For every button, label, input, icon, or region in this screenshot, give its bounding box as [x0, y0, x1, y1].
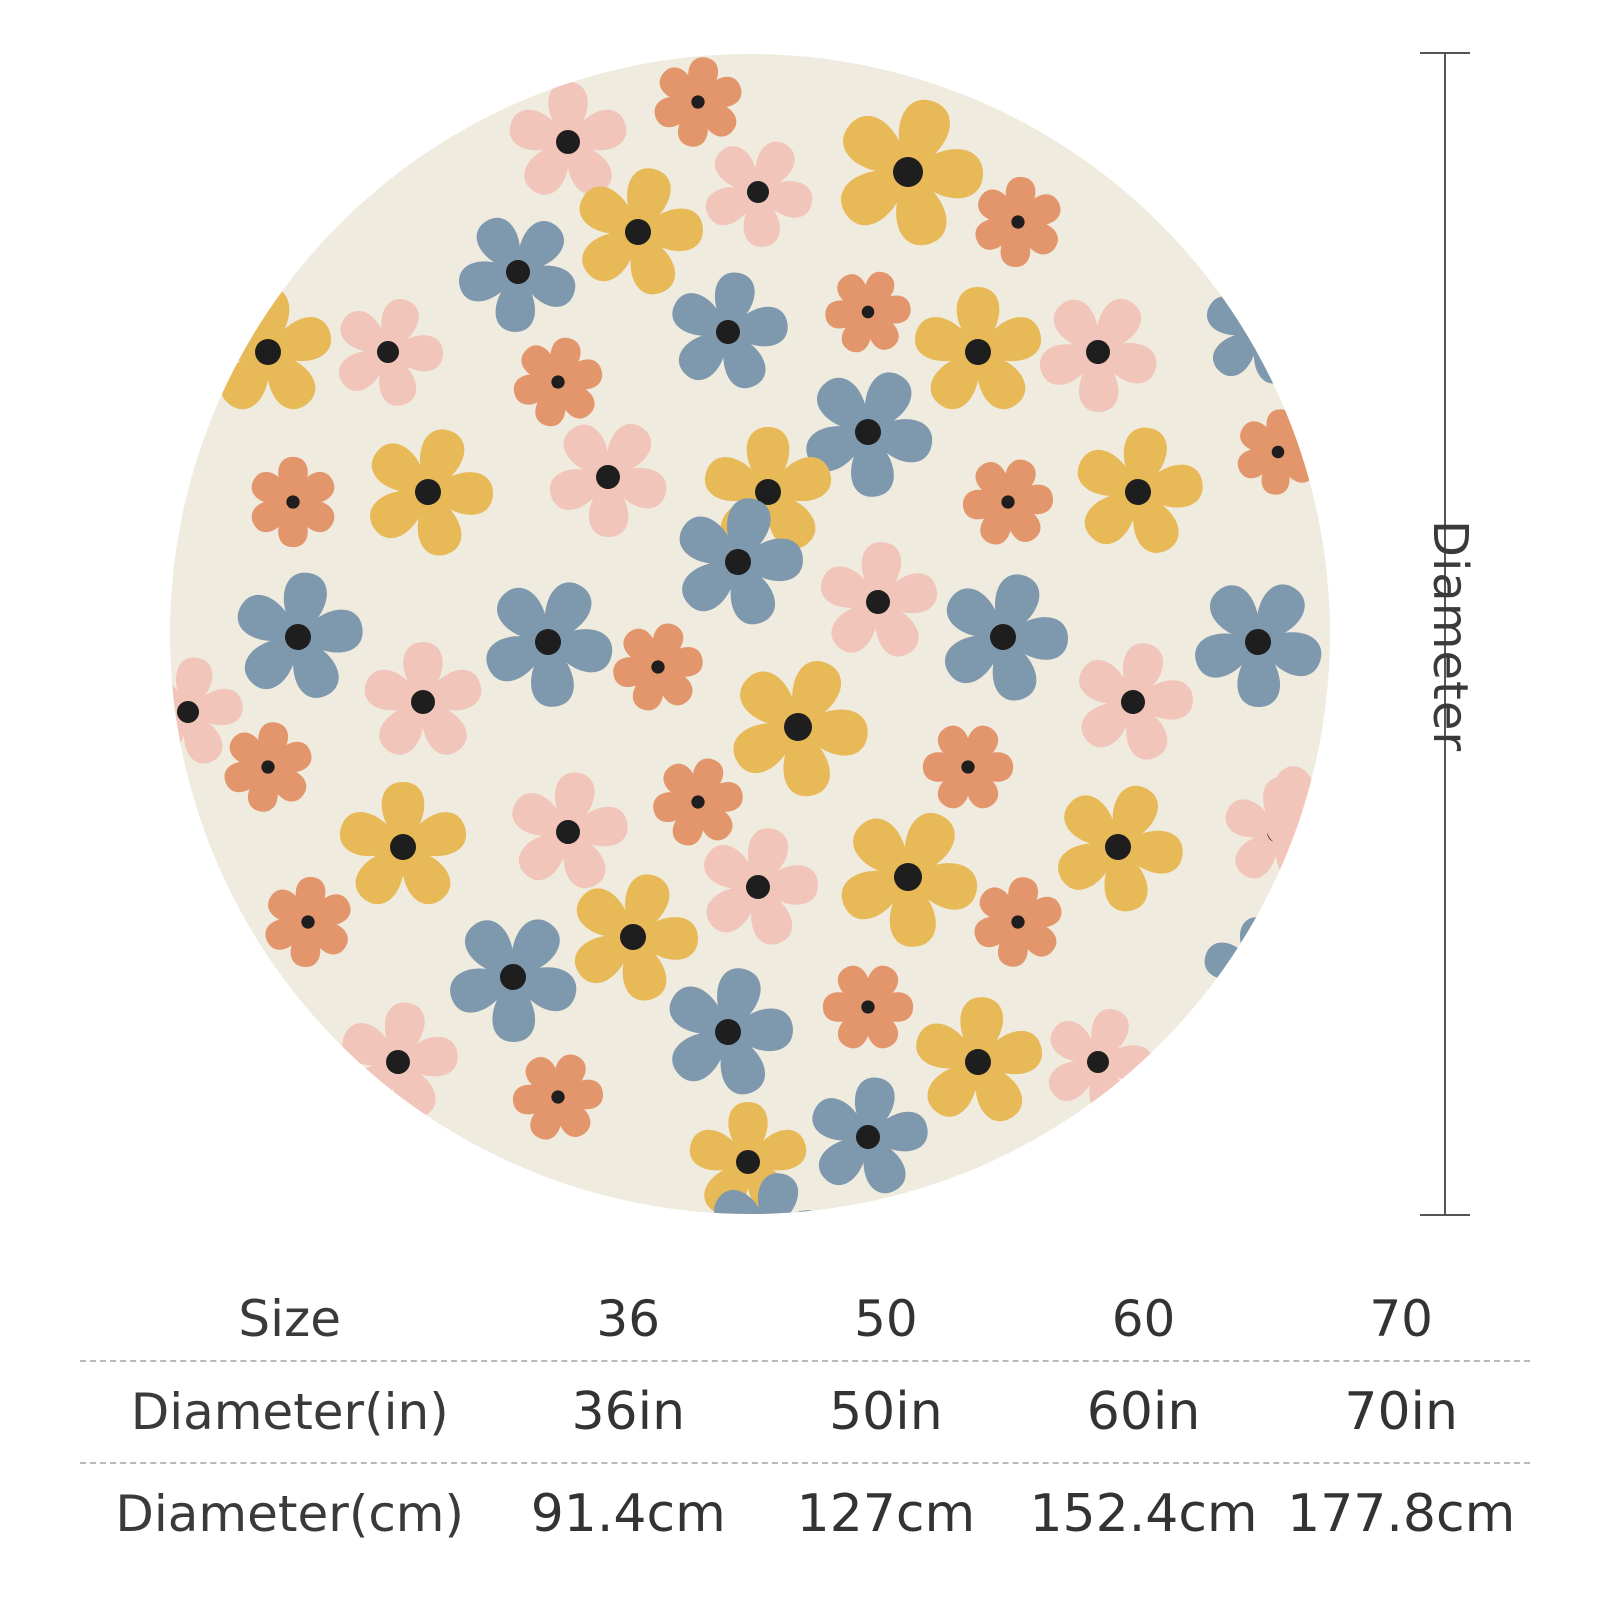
size-row: Size 36 50 60 70 — [80, 1290, 1530, 1360]
flower — [369, 429, 493, 556]
flower — [806, 372, 933, 497]
diameter-label: Diameter — [1422, 520, 1478, 753]
diameter-in-cell: 60in — [1086, 1382, 1201, 1442]
size-table: Size 36 50 60 70 Diameter(in) 36in 50in … — [80, 1290, 1530, 1564]
flower — [251, 456, 335, 548]
flower — [1195, 584, 1322, 707]
flower — [974, 877, 1062, 967]
flower — [338, 299, 443, 406]
flower — [237, 572, 363, 698]
flower — [579, 168, 703, 295]
diameter-measure-line — [1420, 52, 1470, 1216]
diameter-cm-cell: 177.8cm — [1287, 1484, 1516, 1544]
flower — [613, 623, 703, 711]
flower — [549, 423, 667, 537]
flower — [509, 82, 627, 195]
size-cell: 36 — [596, 1290, 661, 1348]
flower — [653, 758, 743, 846]
measure-tick-bottom — [1420, 1214, 1470, 1216]
flower — [459, 217, 576, 332]
flower — [714, 1173, 828, 1214]
diameter-cm-cell: 152.4cm — [1029, 1484, 1258, 1544]
flower — [812, 1077, 928, 1194]
flower — [916, 997, 1043, 1122]
flower — [963, 459, 1053, 545]
flower — [364, 642, 482, 755]
flower — [679, 498, 803, 625]
row-header-diameter-cm: Diameter(cm) — [115, 1485, 465, 1543]
size-cell: 50 — [854, 1290, 918, 1348]
flower — [486, 582, 613, 707]
diameter-cm-cell: 91.4cm — [530, 1484, 726, 1544]
measure-bar — [1444, 52, 1446, 1216]
diameter-in-row: Diameter(in) 36in 50in 60in 70in — [80, 1360, 1530, 1462]
flower — [922, 725, 1014, 809]
flower — [672, 272, 788, 389]
flower — [1258, 149, 1330, 256]
flower — [669, 968, 793, 1095]
flower-pattern — [170, 57, 1330, 1214]
flower — [704, 828, 818, 945]
diameter-in-cell: 50in — [829, 1382, 943, 1442]
size-cell: 70 — [1369, 1290, 1433, 1348]
flower — [1077, 427, 1203, 553]
row-header-size: Size — [238, 1290, 342, 1348]
flower — [513, 337, 603, 427]
size-cell: 60 — [1111, 1290, 1176, 1348]
flower — [841, 99, 983, 246]
flower — [450, 919, 577, 1042]
flower — [733, 661, 868, 797]
diameter-in-cell: 70in — [1344, 1382, 1458, 1442]
flower — [914, 287, 1042, 410]
round-rug-image — [168, 52, 1332, 1216]
diameter-cm-cell: 127cm — [796, 1484, 976, 1544]
flower — [822, 965, 914, 1049]
flower — [339, 782, 467, 905]
flower — [513, 1054, 603, 1140]
row-header-diameter-in: Diameter(in) — [130, 1383, 449, 1441]
flower — [820, 542, 938, 657]
flower — [825, 271, 911, 353]
flower — [841, 812, 978, 947]
flower — [706, 141, 813, 247]
floral-rug-pattern — [170, 54, 1330, 1214]
flower — [944, 574, 1068, 701]
flower — [1058, 785, 1183, 912]
diameter-cm-row: Diameter(cm) 91.4cm 127cm 152.4cm 177.8c… — [80, 1462, 1530, 1564]
flower — [224, 722, 312, 812]
flower — [574, 874, 698, 1001]
flower — [1079, 643, 1193, 760]
flower — [1039, 298, 1157, 412]
flower — [975, 177, 1061, 267]
flower — [265, 877, 351, 967]
flower — [654, 57, 742, 147]
flower — [512, 772, 628, 889]
diameter-in-cell: 36in — [571, 1382, 686, 1442]
